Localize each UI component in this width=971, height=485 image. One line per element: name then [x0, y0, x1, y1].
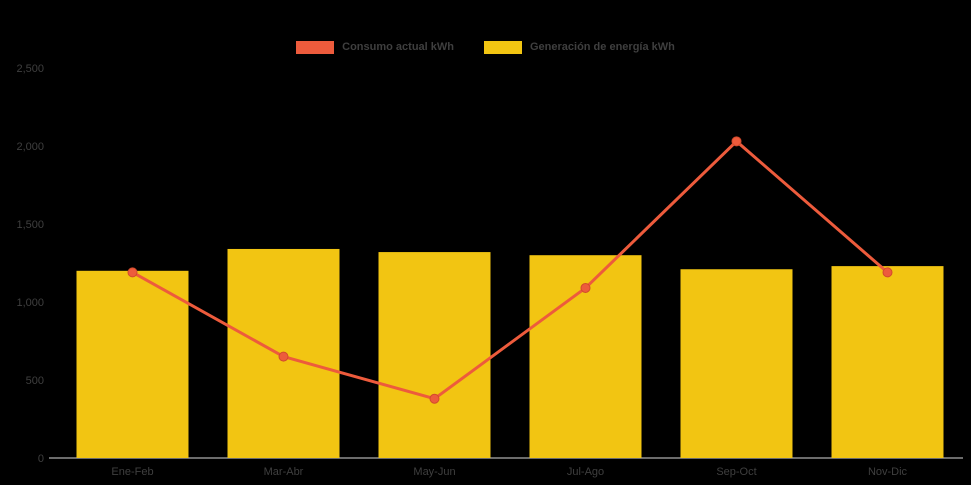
y-tick-label: 1,500: [16, 219, 44, 231]
bar-May-Jun[interactable]: [378, 252, 491, 458]
y-tick-label: 0: [38, 453, 44, 465]
y-tick-label: 2,500: [16, 63, 44, 75]
bar-Sep-Oct[interactable]: [680, 269, 793, 458]
bar-Nov-Dic[interactable]: [831, 266, 944, 458]
line-point-Nov-Dic[interactable]: [882, 267, 893, 278]
x-tick-label: May-Jun: [413, 466, 455, 478]
legend-item-generacion[interactable]: Generación de energía kWh: [483, 41, 675, 54]
line-point-May-Jun[interactable]: [429, 393, 440, 404]
legend-item-consumo[interactable]: Consumo actual kWh: [296, 41, 454, 54]
x-tick-label: Nov-Dic: [868, 466, 908, 478]
consumption-line: [131, 139, 889, 401]
legend-label-consumo: Consumo actual kWh: [342, 41, 454, 53]
legend-swatch-generacion-icon: [483, 41, 522, 54]
line-point-Mar-Abr[interactable]: [278, 351, 289, 362]
chart-legend: Consumo actual kWh Generación de energía…: [0, 41, 971, 54]
bar-Ene-Feb[interactable]: [76, 270, 189, 458]
y-tick-label: 1,000: [16, 297, 44, 309]
line-point-Ene-Feb[interactable]: [127, 267, 138, 278]
legend-label-generacion: Generación de energía kWh: [529, 41, 675, 53]
y-tick-label: 2,000: [16, 141, 44, 153]
x-tick-label: Jul-Ago: [567, 466, 604, 478]
line-point-Jul-Ago[interactable]: [580, 282, 591, 293]
x-tick-label: Sep-Oct: [716, 466, 756, 478]
x-tick-label: Ene-Feb: [111, 466, 153, 478]
line-point-Sep-Oct[interactable]: [731, 136, 742, 147]
legend-swatch-consumo-icon: [296, 41, 335, 54]
x-tick-label: Mar-Abr: [264, 466, 304, 478]
y-tick-label: 500: [26, 375, 44, 387]
